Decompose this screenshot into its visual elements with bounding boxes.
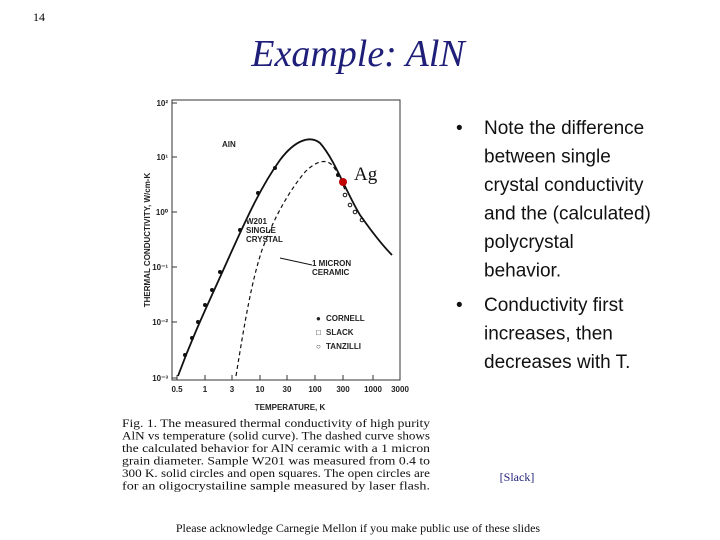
x-tick-label: 100 xyxy=(308,385,322,394)
bullet-dot: • xyxy=(456,118,463,139)
title: Example: AlN xyxy=(250,33,467,75)
x-tick-label: 30 xyxy=(283,385,292,394)
citation: [Slack] xyxy=(500,470,535,484)
bullet-line: between single xyxy=(484,147,611,168)
bullet-line: polycrystal xyxy=(484,232,574,253)
bullet-line: crystal conductivity xyxy=(484,175,644,196)
y-tick-label: 10⁻¹ xyxy=(152,263,168,272)
bullet-line: Note the difference xyxy=(484,118,644,139)
x-tick-label: 1 xyxy=(203,385,208,394)
single-crystal-curve xyxy=(177,138,393,377)
y-tick-label: 10⁰ xyxy=(156,208,169,217)
x-axis-label: TEMPERATURE, K xyxy=(255,403,326,412)
single-crystal-label: SINGLE xyxy=(246,226,276,235)
caption-line: the calculated behavior for AlN ceramic … xyxy=(122,443,430,455)
caption-line: 300 K. solid circles and open squares. T… xyxy=(122,468,430,480)
bullet-line: decreases with T. xyxy=(484,352,630,373)
y-axis-label: THERMAL CONDUCTIVITY, W/cm-K xyxy=(143,173,152,308)
figure: Ag THERMAL CONDUCTIVITY, W/cm-K TEMPERAT… xyxy=(122,99,431,493)
material-label: AlN xyxy=(222,140,236,149)
plot-frame xyxy=(171,99,401,381)
y-tick-label: 10² xyxy=(156,99,168,108)
x-tick-label: 300 xyxy=(336,385,350,394)
bullet-line: and the (calculated) xyxy=(484,204,651,225)
x-tick-label: 3000 xyxy=(391,385,409,394)
single-crystal-label: W201 xyxy=(246,217,267,226)
legend-label: TANZILLI xyxy=(326,342,361,351)
slide-number: 14 xyxy=(33,10,45,24)
open-points xyxy=(342,192,365,223)
y-tick-label: 10¹ xyxy=(156,153,168,162)
ag-marker xyxy=(339,178,347,186)
ag-label: Ag xyxy=(354,164,378,185)
x-tick-label: 3 xyxy=(230,385,235,394)
ceramic-label: CERAMIC xyxy=(312,268,350,277)
legend-label: SLACK xyxy=(326,328,354,337)
caption-line: Fig. 1. The measured thermal conductivit… xyxy=(122,418,430,430)
legend-label: CORNELL xyxy=(326,314,365,323)
bullet-line: Conductivity first xyxy=(484,295,624,316)
caption-line: grain diameter. Sample W201 was measured… xyxy=(122,456,430,468)
bullet-line: behavior. xyxy=(484,261,561,282)
single-crystal-label: CRYSTAL xyxy=(246,235,283,244)
legend-symbol: ● xyxy=(316,314,321,323)
footer: Please acknowledge Carnegie Mellon if yo… xyxy=(176,521,541,535)
bullet-dot: • xyxy=(456,295,463,316)
ceramic-pointer xyxy=(279,257,313,266)
ceramic-label: 1 MICRON xyxy=(312,259,351,268)
x-tick-label: 10 xyxy=(256,385,265,394)
x-tick-label: 1000 xyxy=(364,385,382,394)
ceramic-curve xyxy=(235,160,346,377)
bullet-line: increases, then xyxy=(484,324,613,345)
data-points xyxy=(183,166,340,357)
caption-line: for an oligocrystailine sample measured … xyxy=(122,481,430,493)
legend-symbol: □ xyxy=(316,328,321,337)
x-tick-label: 0.5 xyxy=(171,385,183,394)
caption-line: AlN vs temperature (solid curve). The da… xyxy=(122,431,431,443)
y-tick-label: 10⁻² xyxy=(152,318,168,327)
y-tick-label: 10⁻³ xyxy=(152,374,168,383)
legend-symbol: ○ xyxy=(316,342,321,351)
